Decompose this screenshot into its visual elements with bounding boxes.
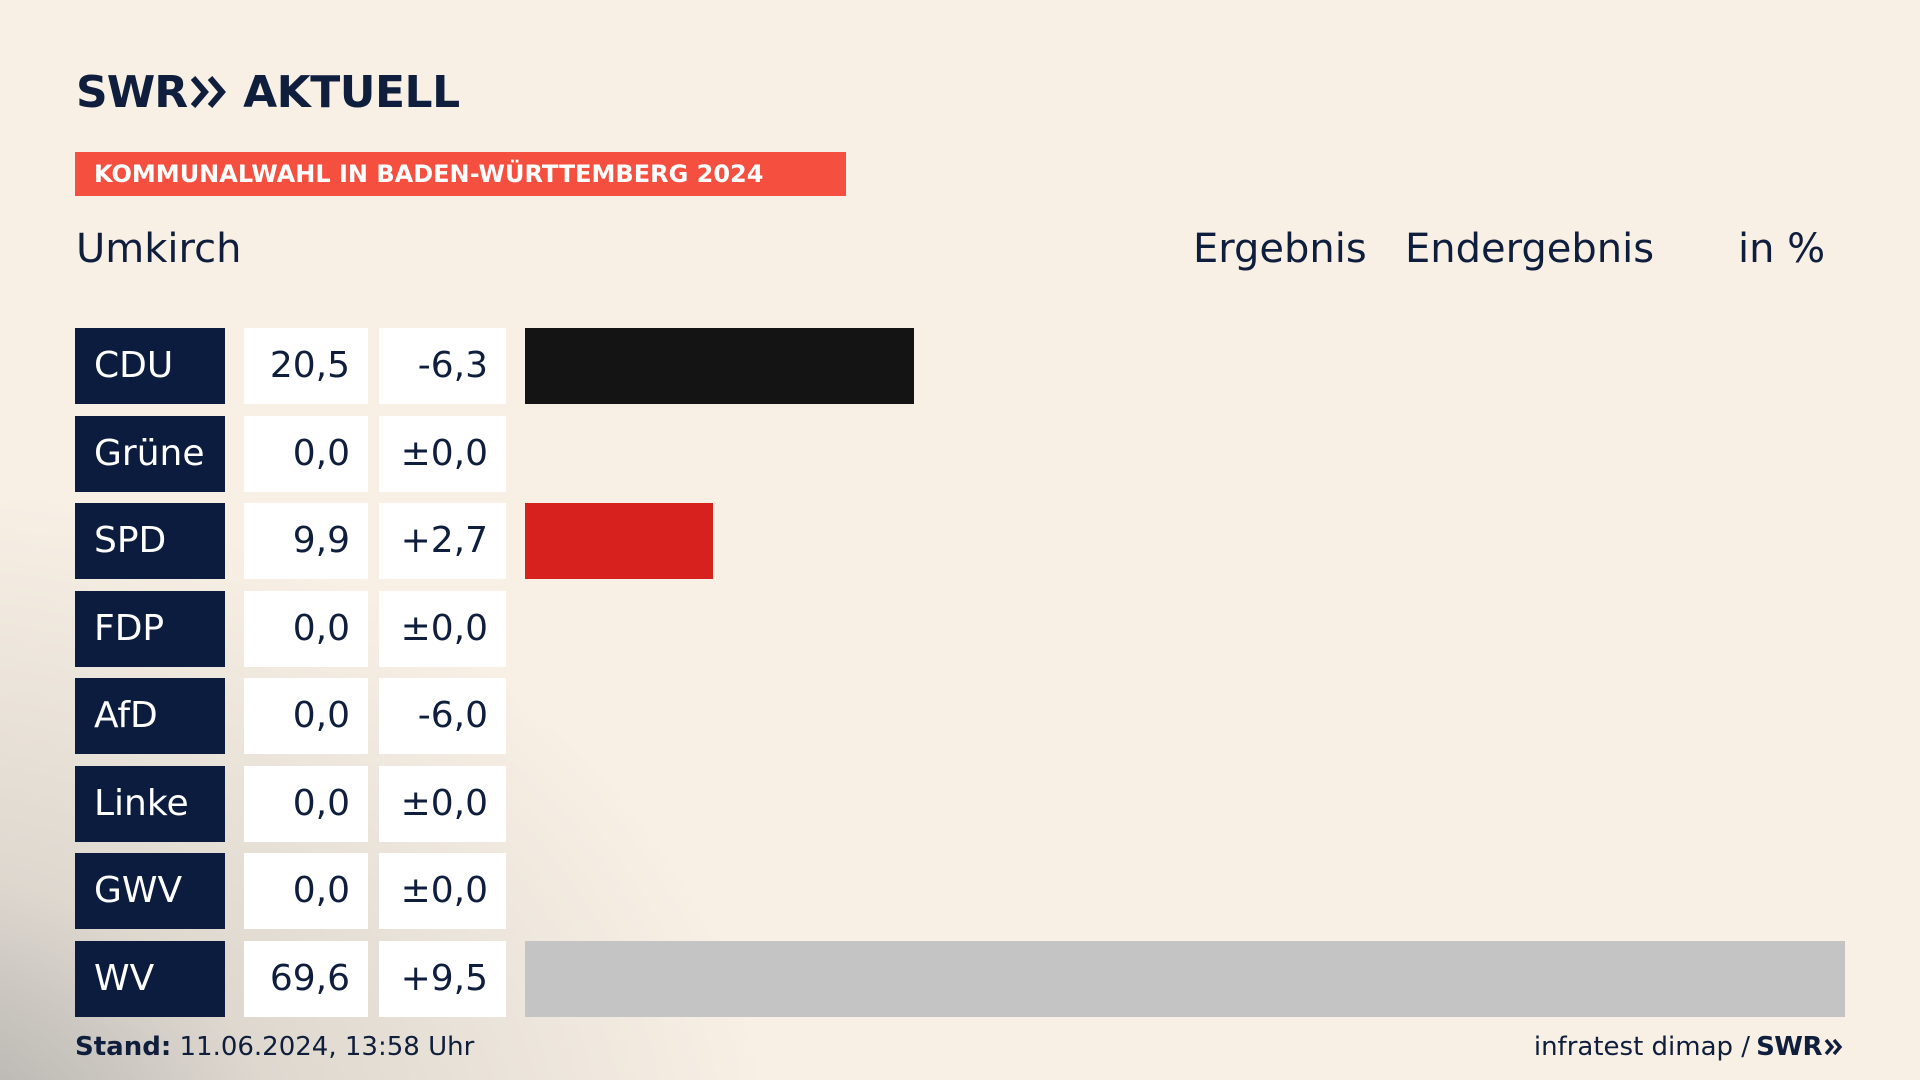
- result-diff: ±0,0: [379, 415, 506, 492]
- result-value: 0,0: [244, 853, 368, 929]
- source-swr-text: SWR: [1756, 1032, 1822, 1062]
- stand-label: Stand:: [75, 1032, 172, 1062]
- party-label: FDP: [75, 590, 225, 667]
- place-title: Umkirch: [76, 226, 242, 272]
- stand-value: 11.06.2024, 13:58 Uhr: [179, 1032, 475, 1062]
- party-label: Linke: [75, 765, 225, 842]
- result-diff: +2,7: [379, 503, 506, 579]
- result-value: 0,0: [244, 590, 368, 667]
- result-value: 0,0: [244, 765, 368, 842]
- party-label: AfD: [75, 678, 225, 754]
- source-credit: infratest dimap / SWR: [1534, 1030, 1844, 1064]
- election-banner: KOMMUNALWAHL IN BADEN-WÜRTTEMBERG 2024: [75, 152, 846, 196]
- unit-header: in %: [1738, 226, 1826, 272]
- result-value: 69,6: [244, 940, 368, 1017]
- result-value: 0,0: [244, 678, 368, 754]
- party-label: GWV: [75, 853, 225, 929]
- swr-aktuell-logo: SWR AKTUELL: [76, 66, 460, 118]
- result-header: Ergebnis: [1193, 226, 1367, 272]
- logo-swr-text: SWR: [76, 66, 188, 118]
- result-diff: -6,0: [379, 678, 506, 754]
- double-chevron-icon: [191, 76, 227, 108]
- party-label: SPD: [75, 503, 225, 579]
- party-label: CDU: [75, 328, 225, 404]
- result-diff: ±0,0: [379, 590, 506, 667]
- result-bar: [525, 503, 713, 579]
- result-value: 20,5: [244, 328, 368, 404]
- result-value: 9,9: [244, 503, 368, 579]
- result-bar: [525, 940, 1845, 1017]
- result-diff: ±0,0: [379, 853, 506, 929]
- result-bar: [525, 328, 914, 404]
- source-text: infratest dimap /: [1533, 1032, 1751, 1062]
- result-diff: ±0,0: [379, 765, 506, 842]
- party-label: WV: [75, 940, 225, 1017]
- result-status-header: Endergebnis: [1405, 226, 1655, 272]
- result-diff: -6,3: [379, 328, 506, 404]
- small-double-chevron-icon: [1824, 1038, 1843, 1056]
- logo-aktuell-text: AKTUELL: [243, 66, 460, 118]
- timestamp: Stand: 11.06.2024, 13:58 Uhr: [75, 1030, 474, 1064]
- party-label: Grüne: [75, 415, 225, 492]
- result-diff: +9,5: [379, 940, 506, 1017]
- result-value: 0,0: [244, 415, 368, 492]
